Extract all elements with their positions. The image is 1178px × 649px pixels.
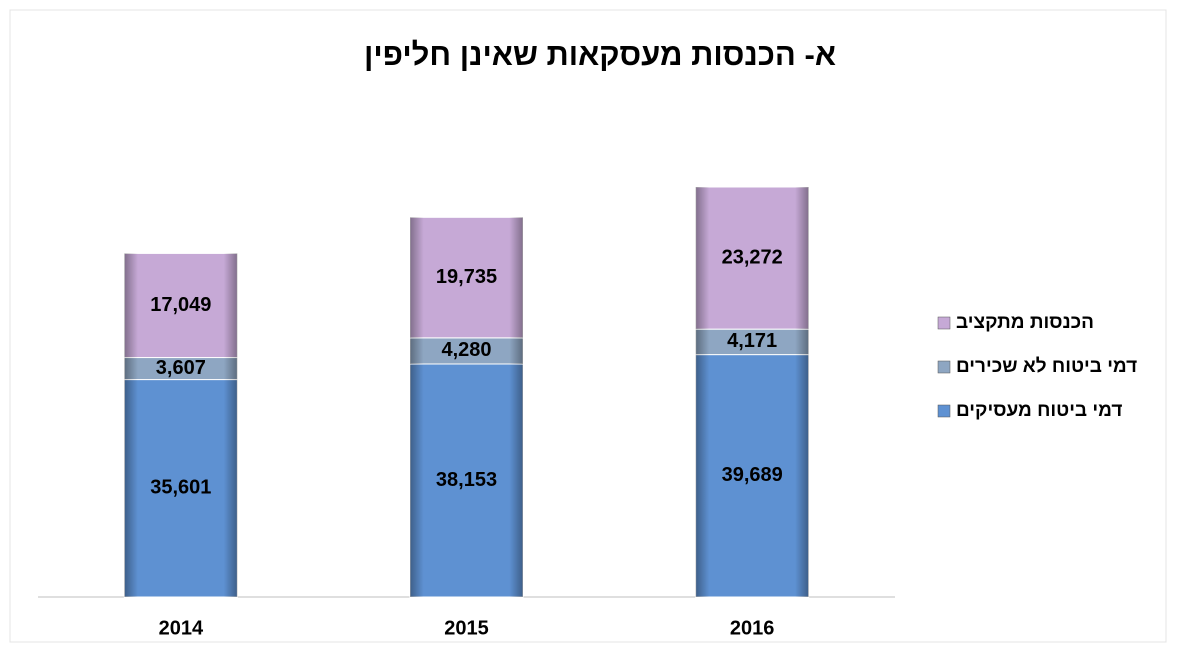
chart-frame bbox=[9, 9, 1167, 643]
data-label: 3,607 bbox=[156, 357, 206, 379]
x-tick-label: 2016 bbox=[730, 617, 775, 639]
legend-label: הכנסות מתקציב bbox=[956, 312, 1094, 333]
data-label: 19,735 bbox=[436, 266, 497, 288]
x-tick-label: 2015 bbox=[444, 617, 489, 639]
data-label: 23,272 bbox=[722, 246, 783, 268]
legend-marker bbox=[937, 360, 951, 374]
legend-marker bbox=[937, 316, 951, 330]
data-label: 17,049 bbox=[150, 294, 211, 316]
x-tick-label: 2014 bbox=[159, 617, 204, 639]
data-label: 35,601 bbox=[150, 477, 211, 499]
legend-label: דמי ביטוח מעסיקים bbox=[956, 400, 1122, 421]
chart-title: א- הכנסות מעסקאות שאינן חליפין bbox=[364, 37, 836, 72]
data-label: 4,171 bbox=[727, 330, 777, 352]
data-label: 38,153 bbox=[436, 469, 497, 491]
legend-label: דמי ביטוח לא שכירים bbox=[956, 356, 1137, 377]
legend-marker bbox=[937, 404, 951, 418]
data-label: 39,689 bbox=[722, 464, 783, 486]
data-label: 4,280 bbox=[441, 339, 491, 361]
